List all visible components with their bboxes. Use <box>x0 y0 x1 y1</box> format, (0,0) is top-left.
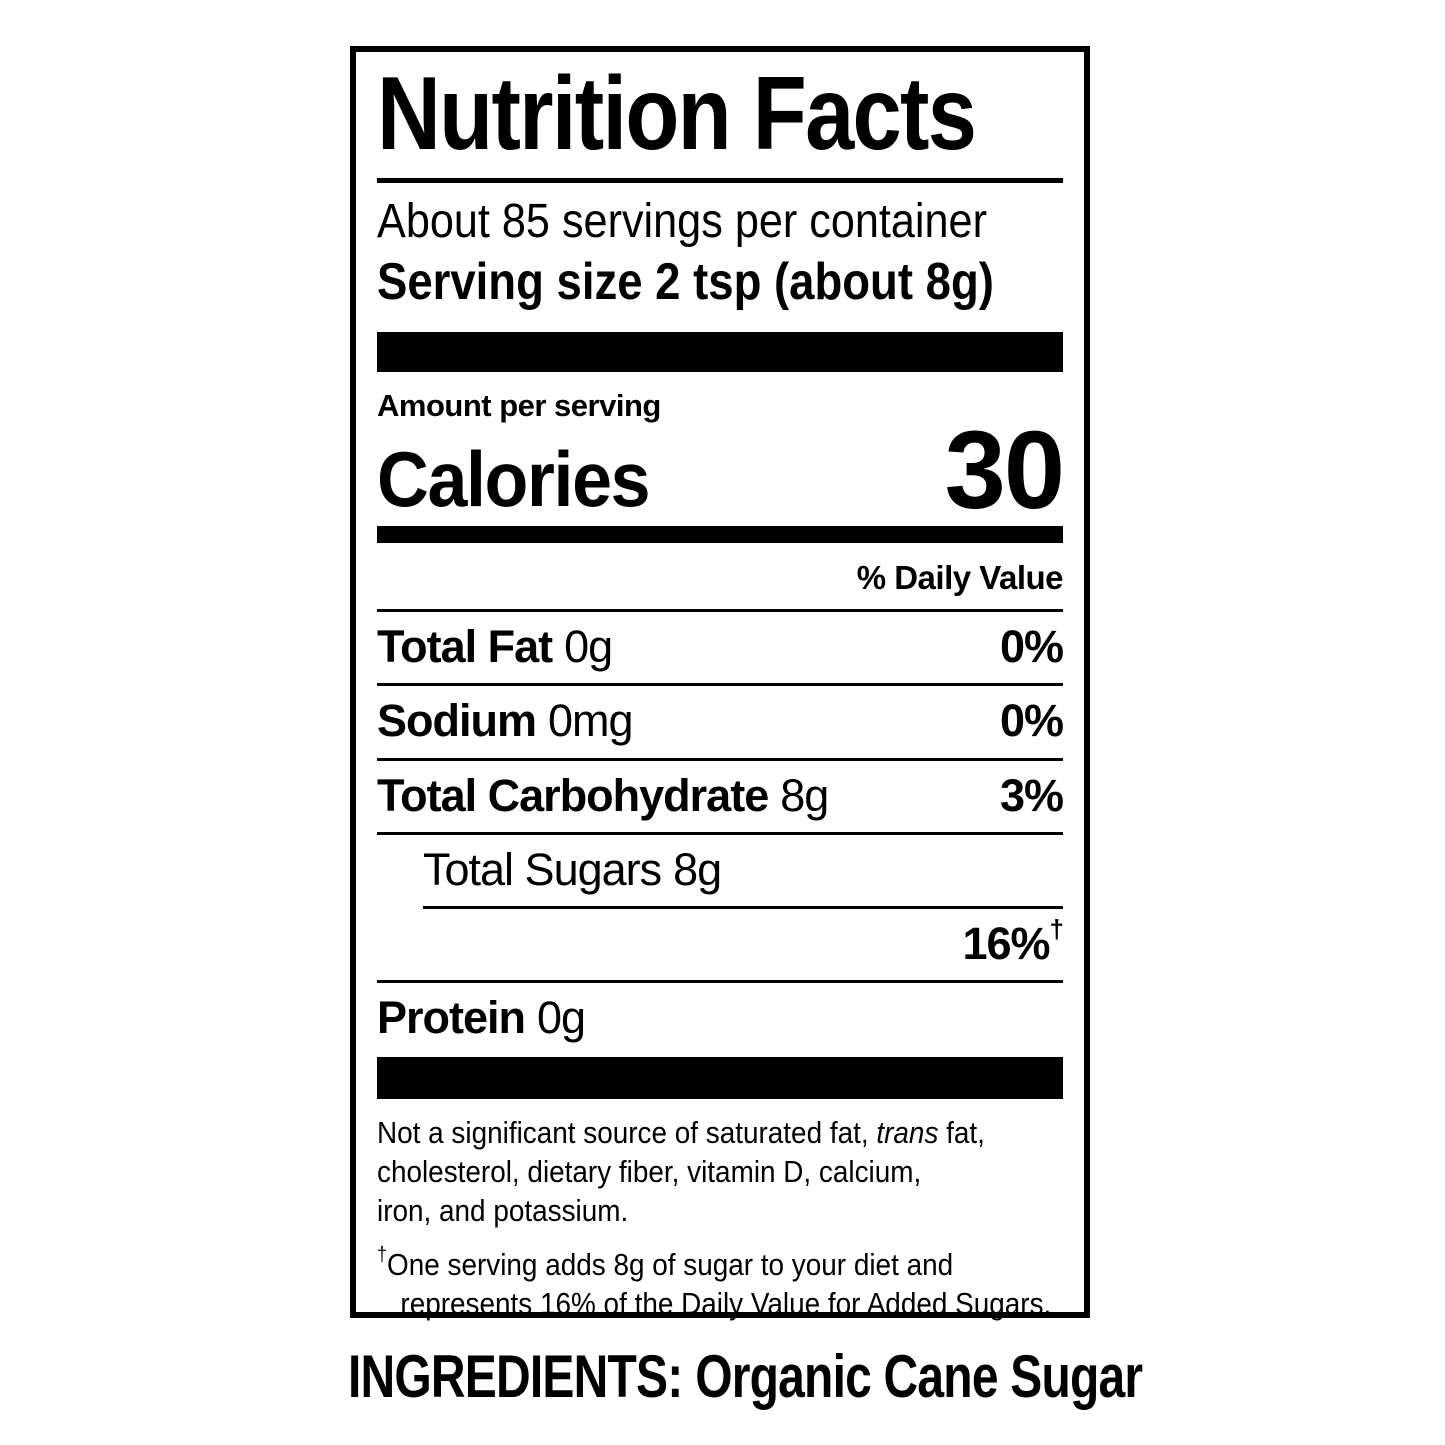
dagger-symbol: † <box>1049 914 1065 945</box>
ingredients-label: INGREDIENTS: <box>348 1343 683 1410</box>
nutrient-name-amount: Sodium 0mg <box>377 695 634 747</box>
nutrient-row-total-sugars: Total Sugars 8g <box>377 831 1063 906</box>
footnote-line: cholesterol, dietary fiber, vitamin D, c… <box>377 1153 922 1189</box>
calories-value: 30 <box>944 408 1065 532</box>
added-sugar-footnote: †One serving adds 8g of sugar to your di… <box>377 1245 1063 1323</box>
not-significant-footnote: Not a significant source of saturated fa… <box>377 1113 1063 1230</box>
dagger-symbol: † <box>377 1243 388 1266</box>
ingredients-value: Organic Cane Sugar <box>695 1343 1143 1410</box>
nutrient-row-total-carbohydrate: Total Carbohydrate 8g 3% <box>377 757 1064 832</box>
footnote-line: represents 16% of the Daily Value for Ad… <box>400 1285 1052 1321</box>
servings-per-container: About 85 servings per container <box>377 195 987 248</box>
nutrient-name-amount: Total Carbohydrate 8g <box>377 769 829 821</box>
footnote-text: One serving adds 8g of sugar to your die… <box>387 1246 954 1282</box>
footnote-text: fat, <box>938 1114 985 1150</box>
nutrition-facts-panel: Nutrition Facts About 85 servings per co… <box>350 46 1090 1321</box>
nutrient-name: Total Fat <box>377 621 553 673</box>
nutrient-daily-value: 0% <box>999 621 1064 673</box>
serving-size: Serving size 2 tsp (about 8g) <box>377 253 994 312</box>
footnote-line: †One serving adds 8g of sugar to your di… <box>377 1245 994 1284</box>
sub-row-divider <box>423 906 1063 910</box>
section-bar-top <box>377 331 1063 372</box>
footnote-line: Not a significant source of saturated fa… <box>377 1113 994 1152</box>
nutrient-amount: 8g <box>780 769 829 821</box>
nutrient-name: Sodium <box>377 695 537 747</box>
section-bar-bottom <box>377 1056 1063 1099</box>
nutrient-amount: 0g <box>537 992 586 1044</box>
title-divider <box>377 178 1063 183</box>
nutrition-facts-title: Nutrition Facts <box>377 56 977 172</box>
nutrient-daily-value: 0% <box>999 695 1064 747</box>
nutrient-name-amount: Total Fat 0g <box>377 621 613 673</box>
nutrient-amount: 0g <box>564 621 613 673</box>
added-sugars-daily-value-row: 16%† <box>377 909 1064 980</box>
nutrient-row-protein: Protein 0g <box>377 980 1063 1054</box>
calories-label: Calories <box>377 435 651 524</box>
nutrient-amount: 8g <box>673 843 722 895</box>
nutrient-daily-value: 3% <box>999 769 1064 821</box>
nutrient-name-amount: Protein 0g <box>377 992 586 1044</box>
nutrient-name: Total Carbohydrate <box>377 769 769 821</box>
nutrient-row-total-fat: Total Fat 0g 0% <box>377 609 1064 683</box>
calories-divider-bar <box>377 526 1063 544</box>
added-sugars-daily-value: 16%† <box>962 916 1064 970</box>
footnote-line: iron, and potassium. <box>377 1192 629 1228</box>
nutrient-name: Total Sugars <box>423 843 662 895</box>
nutrient-amount: 0mg <box>548 695 634 747</box>
footnote-italic-trans: trans <box>876 1114 939 1150</box>
calories-row: Calories 30 <box>377 408 1065 532</box>
amount-per-serving-label: Amount per serving <box>377 387 661 423</box>
nutrient-name-amount: Total Sugars 8g <box>423 843 722 895</box>
daily-value-header: % Daily Value <box>856 559 1064 597</box>
nutrient-row-sodium: Sodium 0mg 0% <box>377 683 1064 757</box>
nutrient-name: Protein <box>377 992 526 1044</box>
footnote-text: Not a significant source of saturated fa… <box>377 1114 877 1150</box>
ingredients-statement: INGREDIENTS: Organic Cane Sugar <box>348 1342 1148 1411</box>
added-sugars-percent: 16% <box>962 918 1050 970</box>
